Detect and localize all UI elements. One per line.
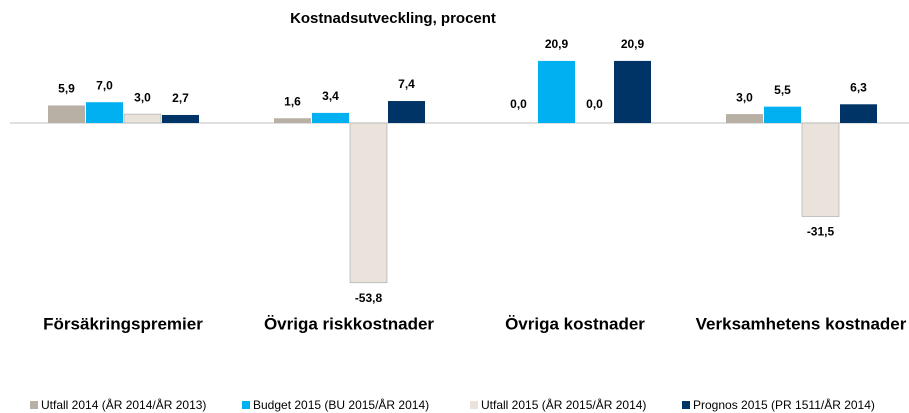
- value-label: 7,0: [96, 78, 113, 92]
- value-label: 20,9: [621, 37, 645, 51]
- value-label: 20,9: [545, 37, 569, 51]
- bar: [86, 102, 123, 123]
- bar: [349, 122, 388, 284]
- category-label: Verksamhetens kostnader: [696, 314, 907, 333]
- value-label: -53,8: [355, 291, 383, 305]
- bar: [801, 122, 840, 217]
- legend-label: Budget 2015 (BU 2015/ÅR 2014): [253, 397, 429, 412]
- legend-swatch: [30, 401, 38, 409]
- value-label: 3,0: [134, 90, 151, 104]
- category-label: Försäkringspremier: [43, 314, 203, 333]
- legend-label: Utfall 2014 (ÅR 2014/ÅR 2013): [41, 397, 206, 412]
- bar: [123, 113, 162, 124]
- legend-swatch: [682, 401, 690, 409]
- bar: [162, 114, 199, 123]
- value-label: 3,0: [736, 90, 753, 104]
- bar: [538, 60, 575, 123]
- value-label: -31,5: [807, 225, 835, 239]
- value-label: 7,4: [398, 77, 415, 91]
- legend-label: Prognos 2015 (PR 1511/ÅR 2014): [693, 397, 875, 412]
- bar: [764, 106, 801, 123]
- value-label: 5,5: [774, 83, 791, 97]
- category-label: Övriga kostnader: [505, 314, 645, 333]
- value-label: 3,4: [322, 89, 339, 103]
- bar: [274, 118, 311, 123]
- legend-label: Utfall 2015 (ÅR 2015/ÅR 2014): [481, 397, 646, 412]
- value-label: 6,3: [850, 80, 867, 94]
- value-label: 1,6: [284, 94, 301, 108]
- legend-swatch: [470, 401, 478, 409]
- value-label: 2,7: [172, 91, 189, 105]
- bar: [388, 101, 425, 123]
- bar: [726, 114, 763, 123]
- value-label: 5,9: [58, 82, 75, 96]
- legend-swatch: [242, 401, 250, 409]
- bar: [312, 112, 349, 123]
- chart-title: Kostnadsutveckling, procent: [290, 10, 496, 27]
- bar: [614, 60, 651, 123]
- bar: [840, 104, 877, 123]
- value-label: 0,0: [510, 97, 527, 111]
- category-label: Övriga riskkostnader: [264, 314, 434, 333]
- value-label: 0,0: [586, 97, 603, 111]
- bar: [48, 105, 85, 123]
